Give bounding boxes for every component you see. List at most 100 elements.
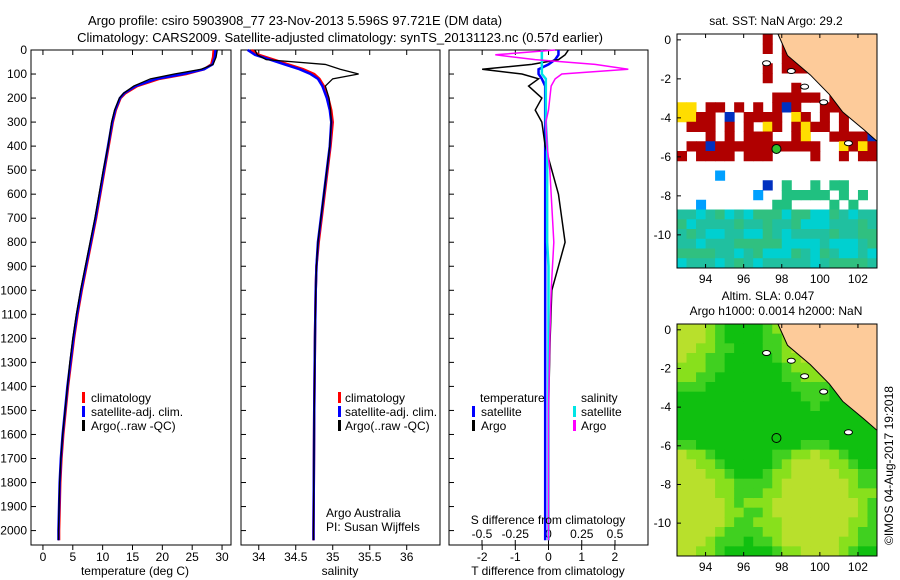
map-cell — [762, 63, 773, 74]
map-cell — [800, 507, 811, 518]
map-cell — [705, 449, 716, 460]
map-cell — [781, 199, 792, 210]
map-cell — [781, 401, 792, 412]
map-cell — [810, 459, 821, 470]
map-cell — [772, 382, 783, 393]
map-cell — [743, 248, 754, 259]
map-cell — [743, 353, 754, 364]
series-line-climatology — [250, 48, 334, 541]
map-cell — [762, 507, 773, 518]
x-tick-label: 34.5 — [284, 550, 308, 564]
map-cell — [867, 527, 878, 538]
x-tick-label: 2 — [611, 550, 618, 564]
map-cell — [810, 190, 821, 201]
map-cell — [743, 382, 754, 393]
map-cell — [762, 430, 773, 441]
map-cell — [791, 440, 802, 451]
map-cell — [810, 478, 821, 489]
map-cell — [705, 131, 716, 142]
map-cell — [810, 440, 821, 451]
map-cell — [753, 391, 764, 402]
map-cell — [753, 248, 764, 259]
x-tick-label: 10 — [96, 550, 110, 564]
map-cell — [819, 102, 830, 113]
map-cell — [800, 209, 811, 220]
y-tick-label: -10 — [654, 516, 672, 530]
map-cell — [857, 209, 868, 220]
map-cell — [762, 488, 773, 499]
map-cell — [734, 440, 745, 451]
x-tick-label: 100 — [810, 560, 830, 574]
y-tick-label: 1300 — [0, 355, 27, 369]
map-cell — [810, 219, 821, 230]
map-cell — [791, 507, 802, 518]
map-cell — [762, 151, 773, 162]
map-cell — [857, 258, 868, 269]
map-cell — [848, 440, 859, 451]
annotation-argo-australia: Argo Australia — [326, 506, 401, 520]
map-cell — [819, 190, 830, 201]
y-tick-label: 600 — [7, 187, 27, 201]
map-cell — [686, 536, 697, 547]
map-cell — [772, 112, 783, 123]
map-cell — [810, 411, 821, 422]
y-tick-label: 300 — [7, 115, 27, 129]
map-cell — [677, 102, 688, 113]
map-cell — [753, 411, 764, 422]
map-cell — [753, 190, 764, 201]
sal-xlabel: salinity — [322, 564, 359, 578]
map-cell — [791, 219, 802, 230]
map-cell — [686, 219, 697, 230]
map-cell — [762, 401, 773, 412]
map-cell — [819, 258, 830, 269]
legend-label: satellite-adj. clim. — [345, 405, 437, 419]
map-cell — [762, 440, 773, 451]
y-tick-label: 0 — [20, 43, 27, 57]
map-cell — [867, 469, 878, 480]
map-cell — [829, 449, 840, 460]
map-cell — [762, 73, 773, 84]
map-cell — [838, 141, 849, 152]
y-tick-label: -4 — [660, 111, 671, 125]
map-cell — [715, 151, 726, 162]
map-cell — [743, 459, 754, 470]
map-cell — [705, 112, 716, 123]
map-cell — [715, 258, 726, 269]
map-cell — [696, 469, 707, 480]
footer-credit: ©IMOS 04-Aug-2017 19:2018 — [882, 386, 896, 545]
map-cell — [800, 141, 811, 152]
legend-swatch-argo — [338, 420, 341, 431]
map-cell — [838, 209, 849, 220]
map-cell — [762, 498, 773, 509]
map-cell — [772, 488, 783, 499]
x-tick-label: 94 — [699, 272, 713, 286]
map-cell — [810, 507, 821, 518]
map-cell — [724, 112, 735, 123]
map-cell — [829, 488, 840, 499]
map-cell — [696, 258, 707, 269]
map-cell — [715, 488, 726, 499]
map-cell — [800, 248, 811, 259]
map-cell — [743, 141, 754, 152]
map-cell — [791, 362, 802, 373]
map-cell — [791, 121, 802, 132]
map-cell — [829, 527, 840, 538]
map-cell — [810, 401, 821, 412]
map-cell — [781, 459, 792, 470]
map-cell — [677, 536, 688, 547]
y-tick-label: 800 — [7, 235, 27, 249]
map-cell — [819, 449, 830, 460]
map-cell — [696, 430, 707, 441]
map-cell — [743, 430, 754, 441]
map-cell — [772, 527, 783, 538]
map-cell — [734, 498, 745, 509]
map-cell — [753, 102, 764, 113]
map-cell — [810, 180, 821, 191]
map-cell — [867, 478, 878, 489]
map-cell — [810, 536, 821, 547]
map-cell — [724, 420, 735, 431]
map-cell — [705, 507, 716, 518]
top-x-tick-label: -0.25 — [502, 527, 530, 541]
map-cell — [705, 219, 716, 230]
map-cell — [838, 536, 849, 547]
